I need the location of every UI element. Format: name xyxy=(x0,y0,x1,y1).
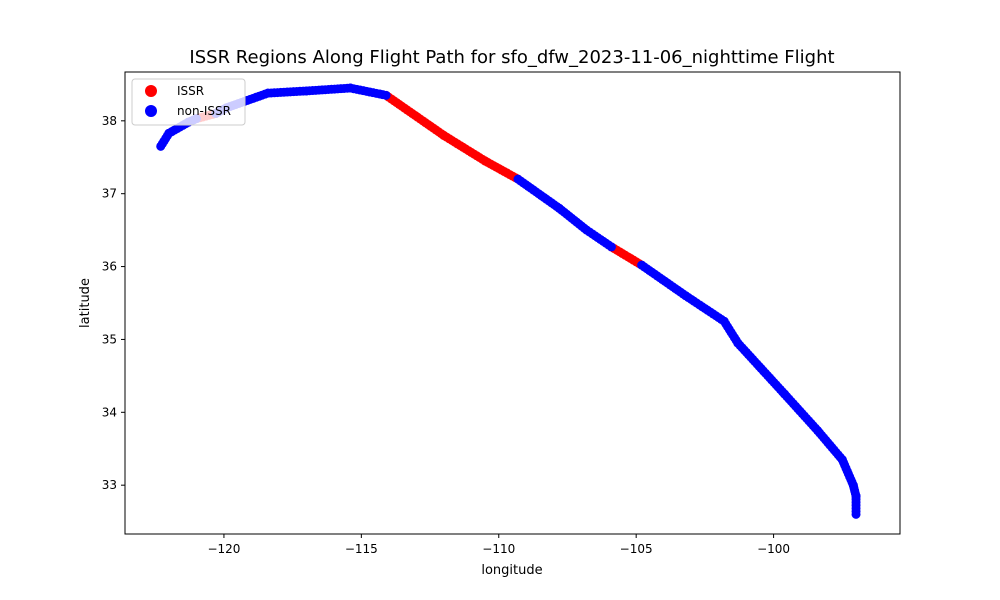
x-tick-label: −100 xyxy=(757,542,790,556)
y-tick-label: 37 xyxy=(102,187,117,201)
x-axis-label: longitude xyxy=(481,563,542,578)
legend: ISSR non-ISSR xyxy=(131,78,246,126)
chart-title: ISSR Regions Along Flight Path for sfo_d… xyxy=(189,47,834,68)
x-tick-label: −115 xyxy=(345,542,378,556)
non-issr-point xyxy=(381,90,391,100)
legend-marker-non-issr xyxy=(145,105,157,117)
y-tick-label: 35 xyxy=(102,332,117,346)
y-tick-label: 33 xyxy=(102,478,117,492)
y-tick-label: 36 xyxy=(102,260,117,274)
y-tick-label: 34 xyxy=(102,405,117,419)
x-tick-label: −105 xyxy=(620,542,653,556)
y-tick-label: 38 xyxy=(102,114,117,128)
x-tick-label: −120 xyxy=(207,542,240,556)
plot-frame xyxy=(124,71,901,535)
y-axis-label: latitude xyxy=(78,278,93,328)
legend-box xyxy=(131,78,246,126)
y-axis: 33 34 35 36 37 38 xyxy=(102,114,125,492)
non-issr-point xyxy=(606,242,616,252)
legend-label-non-issr: non-ISSR xyxy=(177,104,231,118)
legend-label-issr: ISSR xyxy=(177,84,204,98)
legend-marker-issr xyxy=(145,85,157,97)
x-axis: −120 −115 −110 −105 −100 xyxy=(207,534,790,556)
x-tick-label: −110 xyxy=(482,542,515,556)
non-issr-point xyxy=(851,509,861,519)
